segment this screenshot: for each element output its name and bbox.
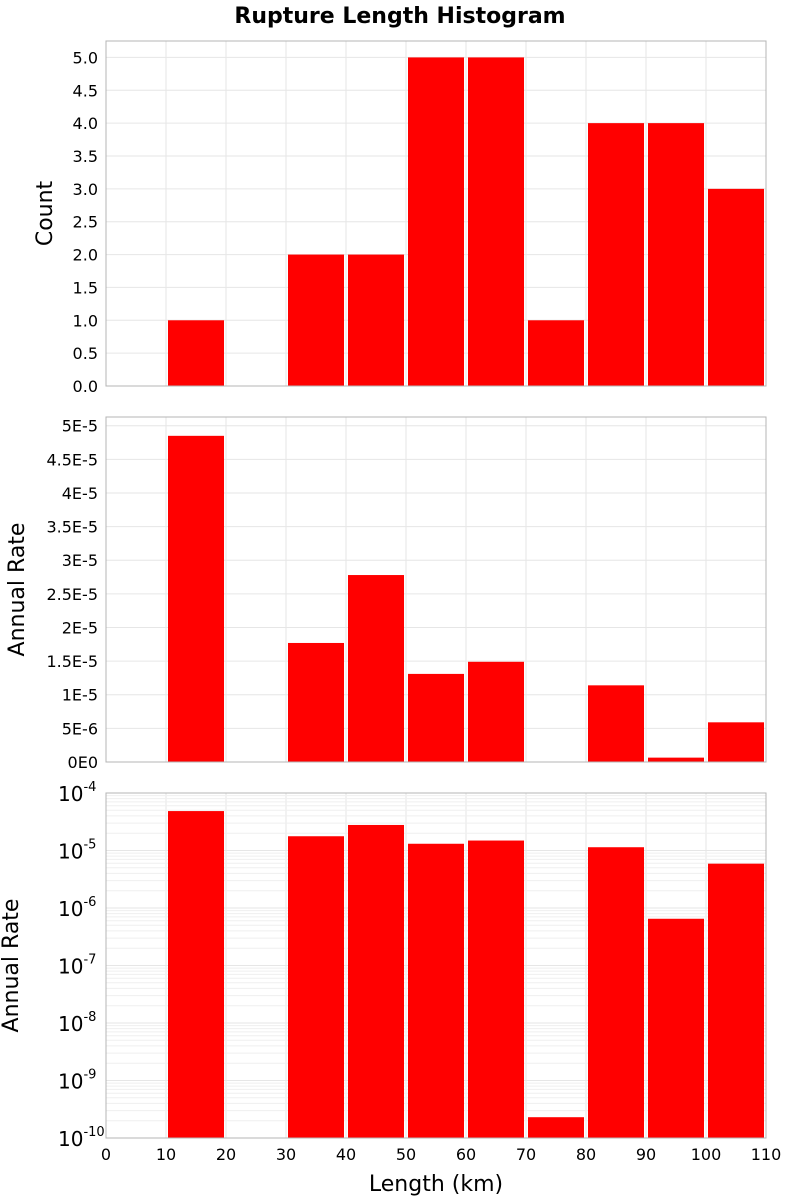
y-tick-label: 2.5E-5 <box>46 585 98 604</box>
bar <box>528 1117 584 1138</box>
y-tick-label: 0.5 <box>73 344 98 363</box>
bar <box>588 123 644 387</box>
y-tick-label: 3E-5 <box>62 551 98 570</box>
y-tick-label: 10-7 <box>58 953 96 979</box>
x-tick-label: 90 <box>636 1145 656 1164</box>
bar <box>348 575 404 762</box>
x-tick-label: 40 <box>336 1145 356 1164</box>
bar <box>648 918 704 1138</box>
bar <box>588 847 644 1138</box>
x-tick-label: 0 <box>101 1145 111 1164</box>
panel-count: 0.0 0.5 1.0 1.5 2.0 2.5 3.0 3.5 4.0 4.5 5.0 Count <box>33 40 767 396</box>
bar <box>408 843 464 1138</box>
y-tick-label: 10-6 <box>58 895 96 921</box>
y-axis-label: Annual Rate <box>5 523 30 657</box>
plot-frame <box>105 792 767 1139</box>
bar <box>348 254 404 386</box>
plot-frame <box>105 40 767 387</box>
y-tick-label: 3.0 <box>73 180 98 199</box>
x-tick-label: 80 <box>576 1145 596 1164</box>
y-tick-label: 4.5 <box>73 81 98 100</box>
x-tick-label: 30 <box>276 1145 296 1164</box>
bar <box>468 661 524 762</box>
x-tick-label: 50 <box>396 1145 416 1164</box>
panel-rate-log: 10-4 10-5 10-6 10-7 10-8 10-9 10-10 Annual Rate <box>0 780 767 1151</box>
bar <box>468 840 524 1138</box>
y-tick-label: 5E-5 <box>62 417 98 436</box>
y-tick-label: 1.5E-5 <box>46 652 98 671</box>
y-tick-label: 10-10 <box>58 1125 105 1151</box>
bar <box>648 757 704 762</box>
bar <box>708 722 764 762</box>
y-tick-label: 5E-6 <box>62 719 98 738</box>
bar <box>708 188 764 386</box>
y-tick-label: 10-5 <box>58 838 96 864</box>
y-tick-label: 3.5E-5 <box>46 518 98 537</box>
bar <box>408 673 464 762</box>
y-tick-label: 1E-5 <box>62 686 98 705</box>
y-tick-label: 2E-5 <box>62 618 98 637</box>
y-tick-label: 10-4 <box>58 780 96 806</box>
x-tick-label: 100 <box>691 1145 722 1164</box>
bar <box>408 57 464 387</box>
x-tick-label: 70 <box>516 1145 536 1164</box>
bar <box>468 57 524 387</box>
x-tick-label: 60 <box>456 1145 476 1164</box>
bar <box>528 320 584 386</box>
bar <box>588 685 644 762</box>
y-tick-label: 2.5 <box>73 213 98 232</box>
bar <box>648 123 704 387</box>
bar <box>348 824 404 1138</box>
bar <box>288 254 344 386</box>
y-tick-label: 1.5 <box>73 278 98 297</box>
x-tick-label: 20 <box>216 1145 236 1164</box>
y-tick-label: 0E0 <box>68 753 98 772</box>
y-axis-label: Annual Rate <box>0 899 24 1033</box>
y-tick-label: 10-9 <box>58 1068 96 1094</box>
bar <box>168 435 224 762</box>
y-tick-label: 4.5E-5 <box>46 450 98 469</box>
bar <box>168 811 224 1138</box>
plot-frame <box>105 416 767 763</box>
y-tick-label: 3.5 <box>73 147 98 166</box>
x-tick-label: 10 <box>156 1145 176 1164</box>
panel-rate-linear: 0E0 5E-6 1E-5 1.5E-5 2E-5 2.5E-5 3E-5 3.5E-5 4E-… <box>5 416 767 772</box>
bar <box>288 642 344 762</box>
bar <box>168 320 224 386</box>
y-axis-label: Count <box>33 180 58 246</box>
y-tick-label: 0.0 <box>73 377 98 396</box>
x-axis-label: Length (km) <box>369 1172 503 1197</box>
y-tick-label: 2.0 <box>73 246 98 265</box>
y-tick-label: 4E-5 <box>62 484 98 503</box>
y-tick-label: 1.0 <box>73 311 98 330</box>
y-tick-label: 5.0 <box>73 48 98 67</box>
x-tick-label: 110 <box>751 1145 782 1164</box>
y-tick-label: 10-8 <box>58 1010 96 1036</box>
y-tick-label: 4.0 <box>73 114 98 133</box>
bar <box>288 836 344 1138</box>
chart-title: Rupture Length Histogram <box>234 4 565 29</box>
bar <box>708 863 764 1138</box>
